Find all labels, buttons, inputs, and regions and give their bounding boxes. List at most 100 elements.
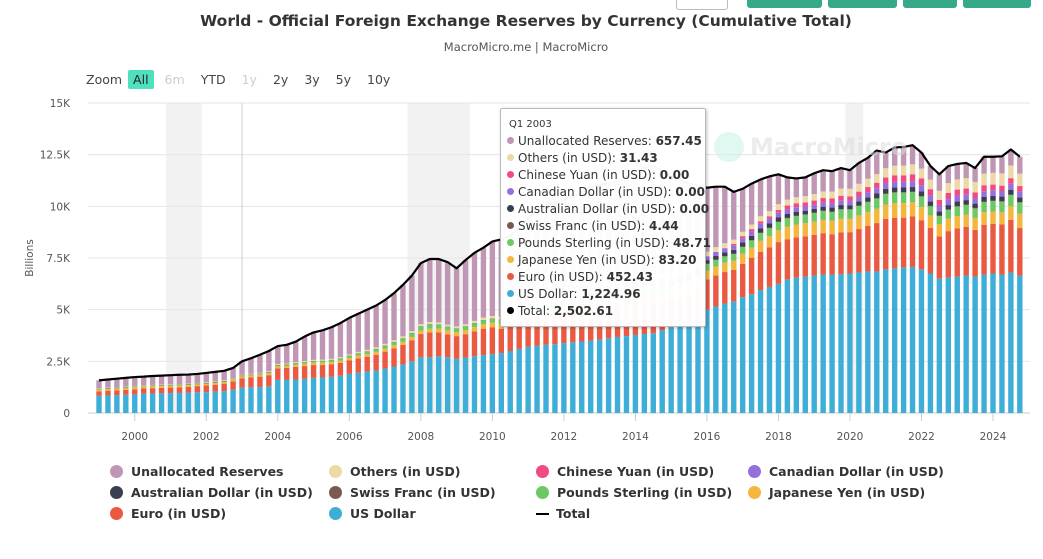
bar-segment[interactable] [874, 182, 880, 189]
bar-segment[interactable] [462, 260, 469, 325]
bar-segment[interactable] [453, 326, 460, 329]
bar-segment[interactable] [990, 211, 996, 224]
legend-item[interactable]: Australian Dollar (in USD) [110, 485, 313, 500]
bar-segment[interactable] [310, 332, 317, 360]
bar-segment[interactable] [373, 370, 379, 413]
bar-segment[interactable] [570, 313, 576, 343]
bar-segment[interactable] [391, 293, 397, 341]
bar-segment[interactable] [757, 179, 764, 217]
bar-segment[interactable] [123, 394, 129, 413]
bar-segment[interactable] [990, 223, 996, 274]
bar-segment[interactable] [757, 223, 764, 229]
bar-segment[interactable] [123, 387, 129, 390]
bar-segment[interactable] [194, 392, 201, 413]
bar-segment[interactable] [248, 377, 254, 388]
bar-segment[interactable] [945, 183, 951, 193]
bar-segment[interactable] [990, 273, 996, 414]
bar-segment[interactable] [158, 393, 165, 413]
bar-segment[interactable] [158, 385, 165, 387]
bar-segment[interactable] [981, 274, 987, 413]
bar-segment[interactable] [176, 392, 183, 413]
bar-segment[interactable] [185, 385, 192, 387]
bar-segment[interactable] [337, 323, 344, 358]
bar-segment[interactable] [945, 166, 951, 184]
bar-segment[interactable] [784, 213, 791, 218]
bar-segment[interactable] [167, 387, 174, 394]
bar-segment[interactable] [248, 358, 254, 374]
bar-segment[interactable] [194, 386, 201, 393]
bar-segment[interactable] [400, 364, 406, 413]
bar-segment[interactable] [471, 323, 478, 328]
bar-segment[interactable] [784, 218, 791, 227]
bar-segment[interactable] [865, 211, 871, 226]
bar-segment[interactable] [382, 348, 388, 352]
bar-segment[interactable] [936, 216, 943, 225]
bar-segment[interactable] [266, 372, 272, 374]
bar-segment[interactable] [427, 332, 433, 358]
bar-segment[interactable] [409, 333, 415, 337]
bar-segment[interactable] [1008, 165, 1014, 179]
bar-segment[interactable] [775, 230, 782, 243]
bar-segment[interactable] [373, 305, 379, 348]
bar-segment[interactable] [266, 375, 272, 387]
bar-segment[interactable] [900, 203, 907, 218]
bar-segment[interactable] [722, 186, 728, 244]
bar-segment[interactable] [471, 331, 478, 357]
bar-segment[interactable] [883, 218, 889, 270]
bar-segment[interactable] [731, 245, 737, 250]
bar-segment[interactable] [731, 249, 737, 254]
bar-segment[interactable] [400, 345, 406, 365]
bar-segment[interactable] [1008, 189, 1014, 195]
bar-segment[interactable] [525, 346, 531, 413]
bar-segment[interactable] [400, 338, 406, 342]
bar-segment[interactable] [847, 273, 853, 414]
bar-segment[interactable] [891, 187, 898, 193]
bar-segment[interactable] [507, 325, 513, 351]
bar-segment[interactable] [838, 218, 844, 233]
bar-segment[interactable] [811, 275, 817, 413]
bar-segment[interactable] [865, 192, 871, 198]
bar-segment[interactable] [364, 356, 370, 372]
bar-segment[interactable] [909, 174, 916, 182]
bar-segment[interactable] [480, 247, 487, 318]
bar-segment[interactable] [748, 235, 755, 241]
legend-item[interactable]: Chinese Yuan (in USD) [536, 464, 714, 479]
bar-segment[interactable] [918, 152, 925, 169]
bar-segment[interactable] [292, 341, 299, 363]
bar-segment[interactable] [123, 377, 129, 387]
bar-segment[interactable] [731, 254, 737, 261]
bar-segment[interactable] [239, 376, 245, 379]
bar-segment[interactable] [1017, 186, 1023, 192]
legend-item[interactable]: Unallocated Reserves [110, 464, 284, 479]
bar-segment[interactable] [462, 330, 469, 335]
bar-segment[interactable] [427, 324, 433, 329]
bar-segment[interactable] [704, 270, 710, 280]
bar-segment[interactable] [176, 387, 183, 393]
bar-segment[interactable] [766, 176, 773, 212]
bar-segment[interactable] [346, 373, 353, 413]
bar-segment[interactable] [248, 373, 254, 375]
bar-segment[interactable] [856, 272, 862, 413]
bar-segment[interactable] [149, 385, 156, 387]
bar-segment[interactable] [838, 188, 844, 196]
bar-segment[interactable] [105, 390, 111, 396]
bar-segment[interactable] [453, 331, 460, 337]
bar-segment[interactable] [677, 325, 683, 413]
bar-segment[interactable] [954, 216, 960, 229]
bar-segment[interactable] [847, 200, 853, 206]
bar-segment[interactable] [310, 362, 317, 366]
bar-segment[interactable] [990, 184, 996, 191]
bar-segment[interactable] [1017, 228, 1023, 276]
bar-segment[interactable] [257, 372, 263, 374]
bar-segment[interactable] [874, 150, 880, 175]
bar-segment[interactable] [739, 297, 746, 413]
bar-segment[interactable] [793, 211, 800, 216]
bar-segment[interactable] [891, 147, 898, 166]
bar-segment[interactable] [346, 354, 353, 356]
bar-segment[interactable] [96, 391, 102, 396]
bar-segment[interactable] [141, 393, 147, 413]
bar-segment[interactable] [784, 279, 791, 413]
bar-segment[interactable] [722, 252, 728, 257]
bar-segment[interactable] [972, 192, 978, 199]
bar-segment[interactable] [409, 361, 415, 413]
